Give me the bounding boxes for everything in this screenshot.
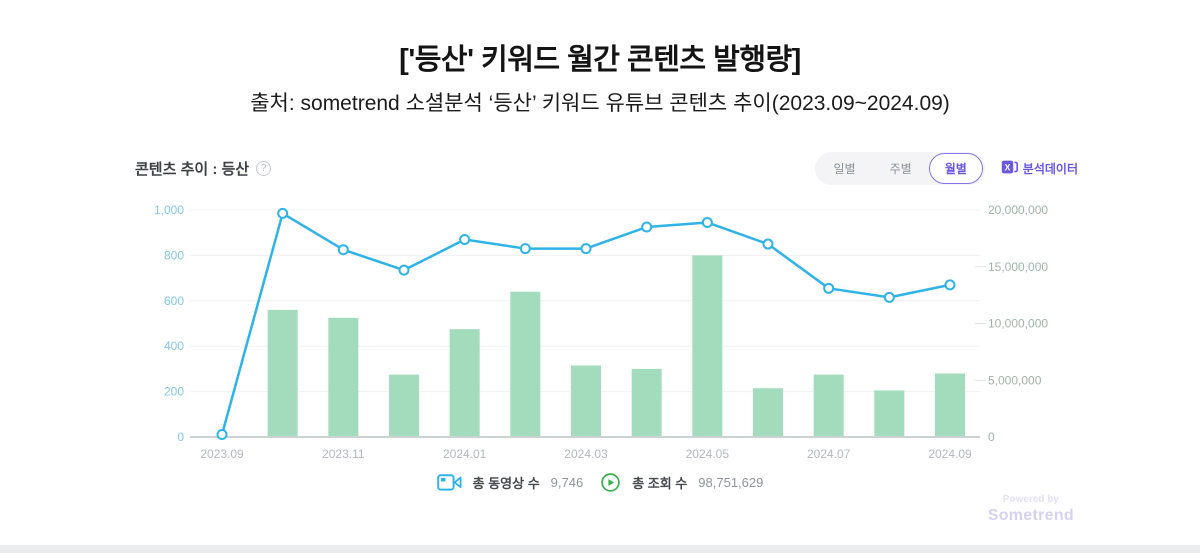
x-axis-tick-label: 2023.09 <box>200 447 244 461</box>
chart-point[interactable] <box>277 207 289 219</box>
chart-bar[interactable] <box>328 317 359 437</box>
chart-bar[interactable] <box>267 309 298 437</box>
x-axis-tick-label: 2024.05 <box>686 447 730 461</box>
export-analysis-data-button[interactable]: X 분석데이터 <box>1001 159 1078 178</box>
chart-bar[interactable] <box>389 374 419 437</box>
chart-bar[interactable] <box>692 255 723 437</box>
trend-chart: 0 200 400 600 800 1,000 0 5,000,000 10,000,000 15… <box>154 203 1048 461</box>
left-axis-tick-label: 200 <box>164 385 184 399</box>
x-axis-tick-label: 2024.09 <box>928 447 972 461</box>
chart-point[interactable] <box>459 234 471 246</box>
total-videos-value: 9,746 <box>550 475 584 490</box>
chart-legend: 총 동영상 수 9,746 총 조회 수 98,751,629 <box>0 472 1200 493</box>
bottom-divider-strip <box>0 545 1200 553</box>
right-axis-tick-label: 0 <box>988 430 995 444</box>
export-label: 분석데이터 <box>1022 161 1078 176</box>
x-axis-tick-label: 2024.01 <box>443 447 487 461</box>
right-axis-tick-label: 15,000,000 <box>988 260 1048 274</box>
chart-bar[interactable] <box>510 291 541 437</box>
excel-file-icon: X <box>1001 159 1018 178</box>
tab-weekly[interactable]: 주별 <box>873 152 929 185</box>
chart-point[interactable] <box>762 238 774 250</box>
chart-bar[interactable] <box>753 388 783 437</box>
chart-point[interactable] <box>216 429 228 441</box>
chart-point[interactable] <box>398 264 410 276</box>
chart-widget-header: 콘텐츠 추이 : 등산 ? 일별 주별 월별 X 분석데이터 <box>135 150 1078 186</box>
help-icon[interactable]: ? <box>256 160 272 176</box>
powered-by-text: Powered by <box>1002 494 1059 505</box>
total-views-value: 98,751,629 <box>698 475 764 490</box>
chart-widget-title: 콘텐츠 추이 : 등산 <box>135 160 250 178</box>
left-axis-tick-label: 800 <box>164 248 184 262</box>
tab-daily[interactable]: 일별 <box>817 152 873 185</box>
period-tab-group: 일별 주별 월별 <box>814 151 985 185</box>
svg-text:X: X <box>1004 162 1010 172</box>
left-axis-tick-label: 0 <box>177 430 184 444</box>
left-axis-tick-label: 400 <box>164 339 184 353</box>
chart-point[interactable] <box>883 291 895 303</box>
page-subtitle: 출처: sometrend 소셜분석 ‘등산’ 키워드 유튜브 콘텐츠 추이(2… <box>250 92 950 115</box>
right-axis-tick-label: 5,000,000 <box>988 373 1042 387</box>
chart-bar[interactable] <box>935 373 965 437</box>
chart-point[interactable] <box>823 282 835 294</box>
page-title: ['등산' 키워드 월간 콘텐츠 발행량] <box>399 44 801 76</box>
chart-bar[interactable] <box>631 368 662 437</box>
powered-by-brand: Powered by Sometrend <box>988 494 1074 525</box>
chart-bar[interactable] <box>874 390 905 437</box>
chart-bar[interactable] <box>571 365 601 437</box>
play-circle-icon <box>600 472 621 493</box>
x-axis-tick-label: 2024.03 <box>564 447 608 461</box>
x-axis-tick-label: 2024.07 <box>807 447 851 461</box>
chart-point[interactable] <box>519 243 531 255</box>
chart-point[interactable] <box>701 216 713 228</box>
right-axis-tick-label: 20,000,000 <box>988 203 1048 217</box>
chart-point[interactable] <box>580 243 592 255</box>
left-axis-tick-label: 600 <box>164 294 184 308</box>
left-axis-tick-label: 1,000 <box>154 203 184 217</box>
x-axis-tick-label: 2023.11 <box>322 447 365 461</box>
chart-point[interactable] <box>337 244 349 256</box>
brand-name: Sometrend <box>987 507 1074 524</box>
right-axis-tick-label: 10,000,000 <box>988 317 1048 331</box>
chart-bar[interactable] <box>449 329 480 437</box>
chart-point[interactable] <box>641 221 653 233</box>
total-videos-label: 총 동영상 수 <box>472 476 540 491</box>
tab-monthly[interactable]: 월별 <box>928 152 983 184</box>
total-views-label: 총 조회 수 <box>632 476 688 491</box>
video-camera-icon <box>436 473 462 492</box>
chart-bar[interactable] <box>813 374 844 437</box>
chart-point[interactable] <box>944 279 956 291</box>
